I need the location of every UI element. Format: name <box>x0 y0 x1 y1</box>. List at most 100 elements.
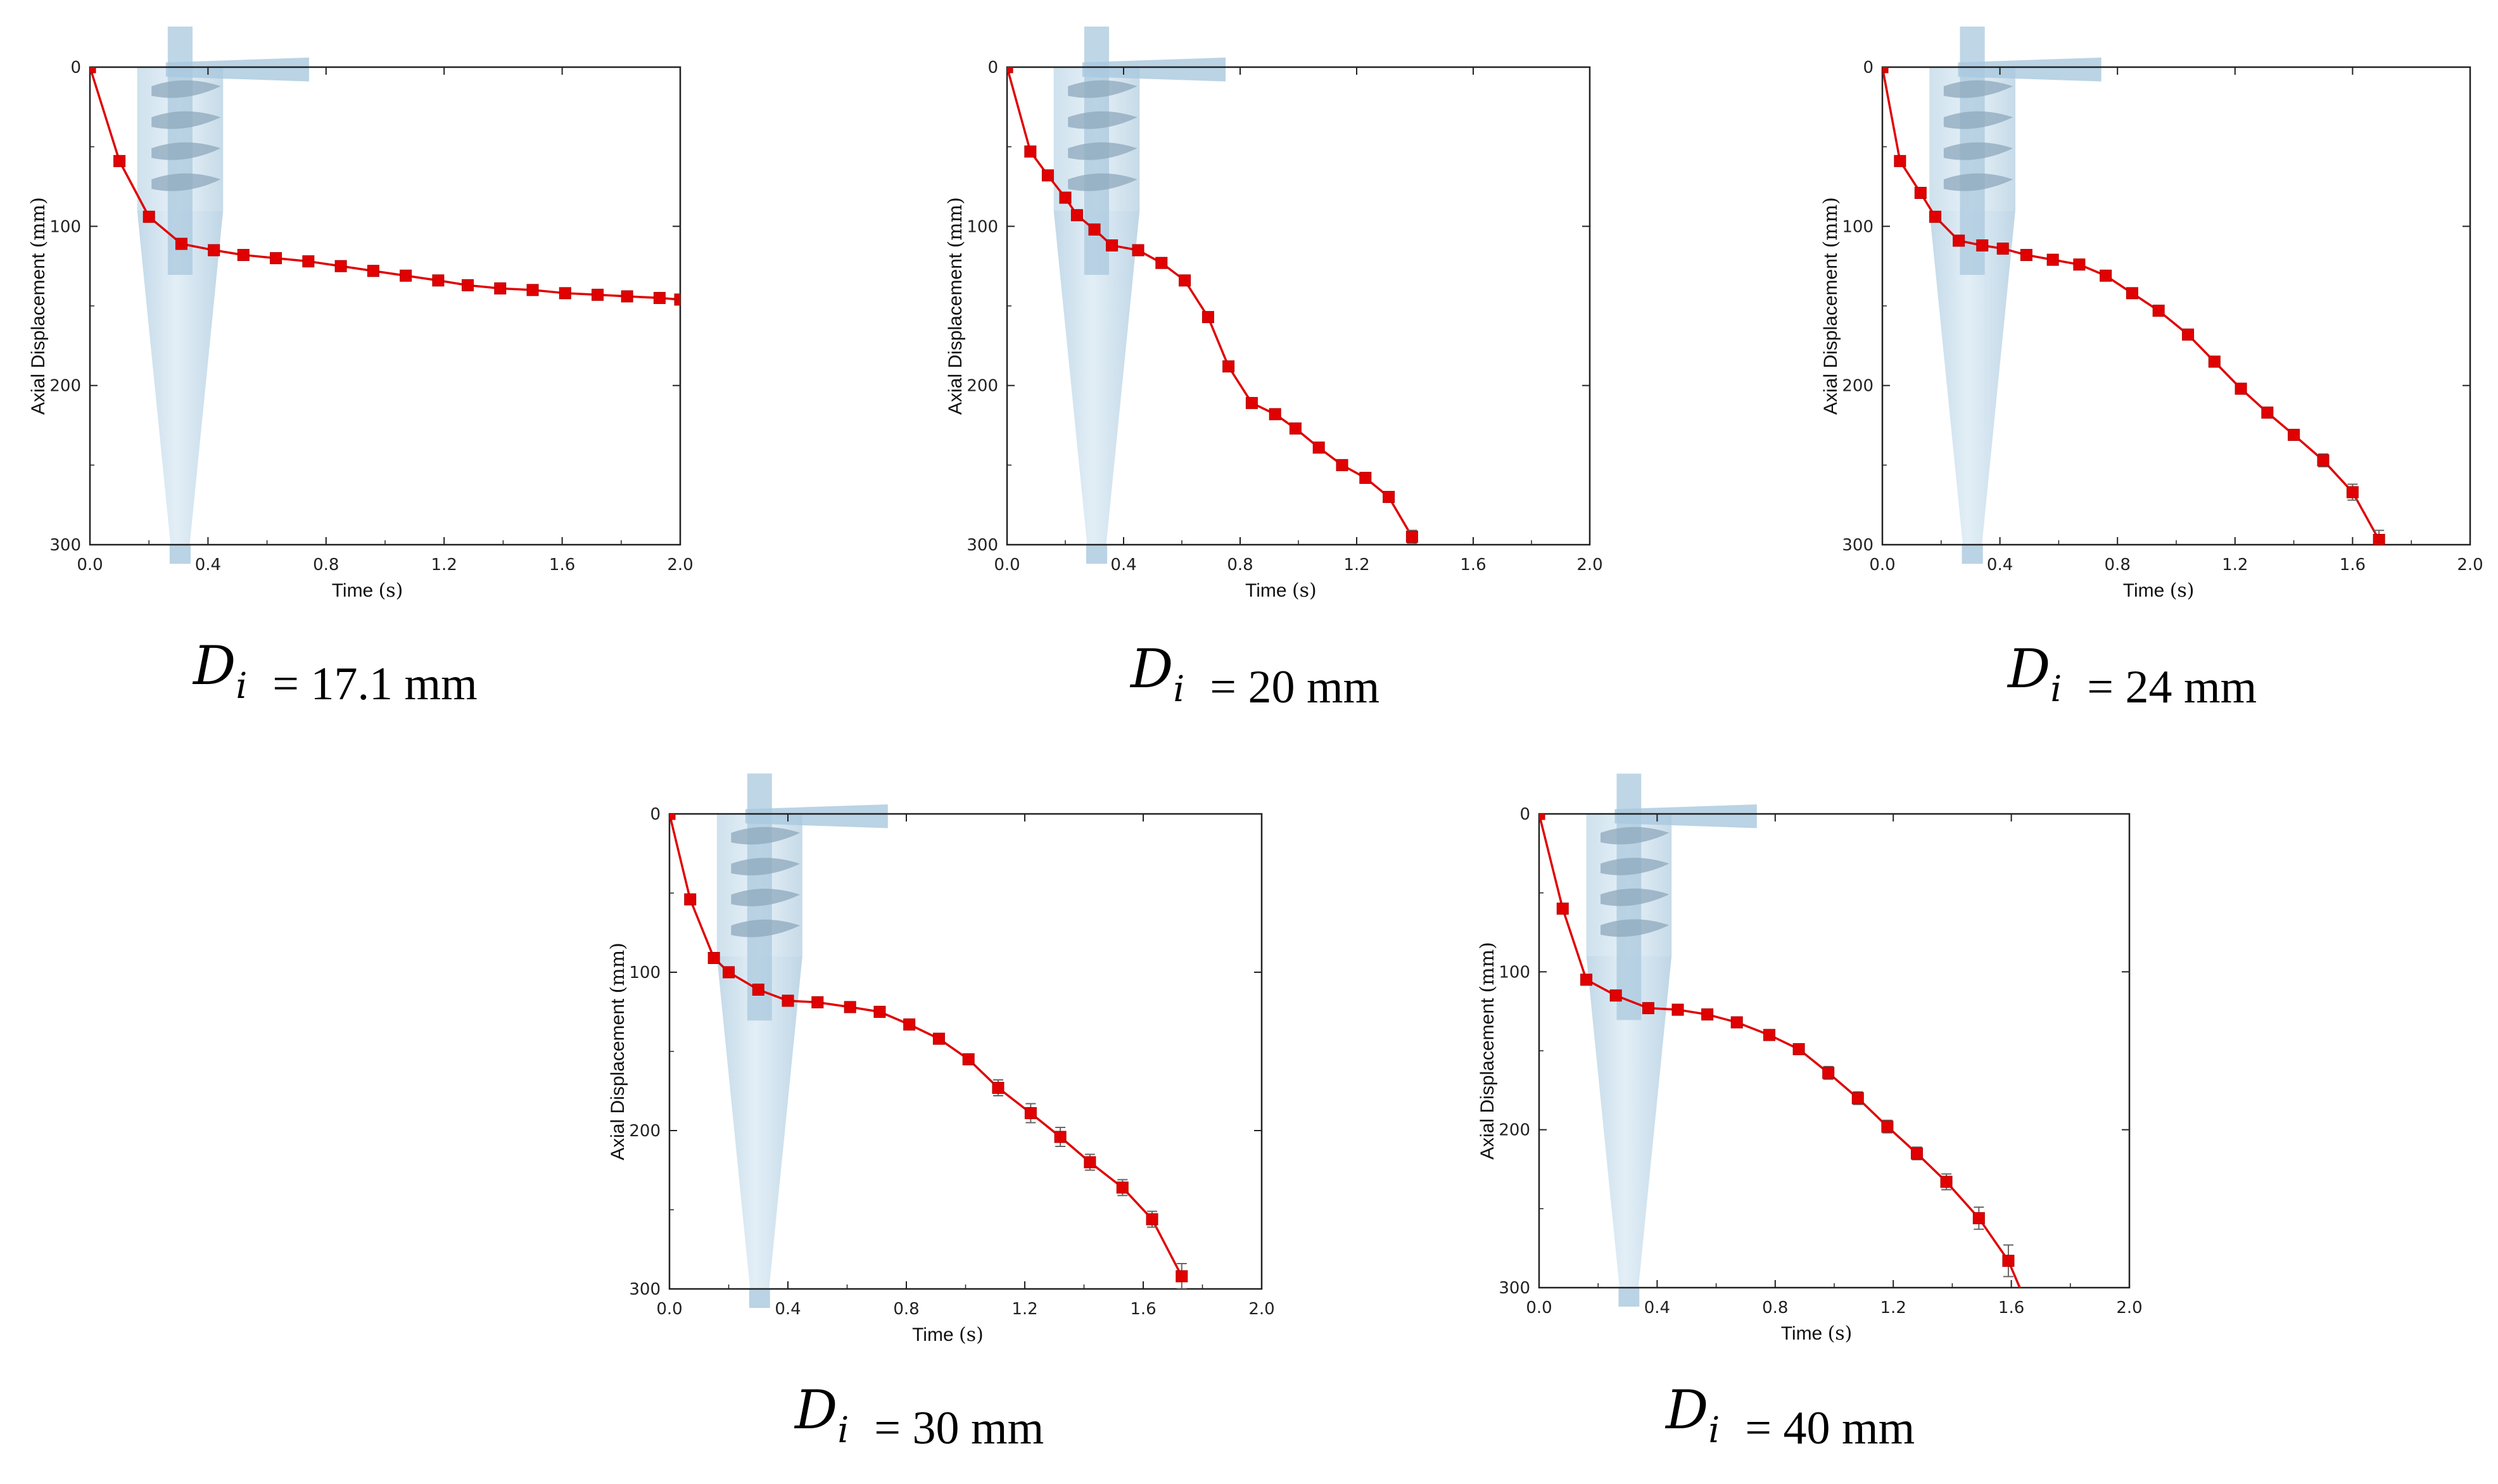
y-tick-label: 200 <box>1499 1121 1530 1140</box>
chart-panel-2: 0.0 0.4 0.8 1.2 1.6 2.0 0 100 200 300 Time (s) Axia… <box>944 26 1603 713</box>
x-tick-label: 1.6 <box>1460 555 1486 574</box>
y-tick-label: 300 <box>1842 536 1874 555</box>
y-tick-label: 300 <box>967 536 998 555</box>
y-tick-label: 200 <box>1842 377 1874 396</box>
y-tick-label: 0 <box>1519 805 1530 824</box>
y-axis-label-unit: (mm) <box>1820 197 1842 248</box>
x-axis-label-unit: (s) <box>959 1324 984 1346</box>
data-point <box>90 67 96 73</box>
caption-symbol: D <box>794 1379 837 1441</box>
data-point <box>2317 454 2330 467</box>
x-tick-label: 2.0 <box>2116 1298 2142 1317</box>
y-tick-label: 200 <box>967 377 998 396</box>
data-point <box>559 287 571 300</box>
x-axis-label-text: Time <box>332 580 379 601</box>
data-point <box>1007 67 1013 73</box>
x-tick-label: 1.6 <box>1998 1298 2024 1317</box>
x-axis-label: Time (s) <box>332 580 403 602</box>
data-point <box>1245 396 1258 409</box>
panel-caption: Di = 20 mm <box>1129 638 1379 713</box>
caption-value: = 40 mm <box>1745 1402 1915 1454</box>
data-point <box>1822 1067 1835 1079</box>
y-axis-label: Axial Displacement (mm) <box>607 942 629 1160</box>
data-point <box>1336 459 1348 471</box>
x-tick-label: 1.6 <box>2340 555 2366 574</box>
x-tick-label: 2.0 <box>1576 555 1602 574</box>
data-point <box>1289 422 1302 435</box>
data-point <box>2073 258 2086 271</box>
x-axis-label: Time (s) <box>1245 580 1317 602</box>
y-tick-label: 100 <box>1499 963 1530 982</box>
caption-subscript: i <box>236 666 247 707</box>
data-point <box>1146 1213 1158 1226</box>
x-tick-label: 0.4 <box>775 1300 801 1319</box>
x-tick-label: 0.8 <box>893 1300 919 1319</box>
caption-subscript: i <box>837 1410 849 1451</box>
panel-caption: Di = 17.1 mm <box>192 635 478 710</box>
caption-symbol: D <box>2007 638 2050 700</box>
data-point <box>2002 1255 2015 1267</box>
data-point <box>782 994 794 1007</box>
data-point <box>2261 406 2274 419</box>
caption-symbol: D <box>1129 638 1173 700</box>
cyclone-illustration <box>137 26 309 564</box>
caption-value: = 24 mm <box>2087 661 2257 713</box>
data-point <box>1953 234 1965 247</box>
data-point <box>1882 67 1889 73</box>
y-axis-label-text: Axial Displacement <box>607 993 628 1160</box>
data-point <box>992 1082 1005 1094</box>
x-tick-label: 0.4 <box>1644 1298 1670 1317</box>
x-tick-label: 0.8 <box>1227 555 1253 574</box>
x-tick-label: 2.0 <box>1248 1300 1274 1319</box>
data-point <box>1701 1008 1714 1021</box>
x-axis-label: Time (s) <box>2123 580 2195 602</box>
y-tick-label: 300 <box>49 536 81 555</box>
data-point <box>494 282 507 295</box>
x-tick-label: 1.6 <box>1130 1300 1156 1319</box>
data-point <box>1059 191 1072 204</box>
y-tick-label: 0 <box>70 58 81 77</box>
y-tick-label: 100 <box>1842 217 1874 236</box>
chart-panel-5: 0.0 0.4 0.8 1.2 1.6 2.0 0 100 200 300 Time (s) Axia… <box>1476 773 2143 1454</box>
data-point <box>1929 210 1942 223</box>
data-point <box>1383 491 1395 504</box>
data-point <box>367 265 379 277</box>
y-tick-label: 100 <box>49 217 81 236</box>
data-point <box>1179 274 1191 287</box>
panel-caption: Di = 24 mm <box>2007 638 2257 713</box>
data-point <box>2373 533 2385 545</box>
data-point <box>237 249 250 262</box>
y-axis-label: Axial Displacement (mm) <box>1476 942 1499 1160</box>
data-point <box>811 996 824 1008</box>
data-point <box>1539 814 1545 820</box>
y-axis-label-unit: (mm) <box>607 942 629 993</box>
data-point <box>2346 486 2359 498</box>
data-series <box>1007 67 1418 544</box>
x-axis-label-unit: (s) <box>1828 1322 1853 1345</box>
data-point <box>1201 311 1214 324</box>
x-axis-label: Time (s) <box>912 1324 984 1346</box>
x-tick-label: 1.2 <box>431 555 457 574</box>
caption-subscript: i <box>1708 1410 1720 1451</box>
cyclone-illustration <box>716 773 888 1308</box>
x-axis-label-text: Time <box>2123 580 2170 601</box>
data-point <box>1940 1176 1953 1188</box>
x-tick-label: 0.4 <box>195 555 221 574</box>
data-point <box>2126 287 2138 300</box>
data-point <box>2100 269 2112 282</box>
data-point <box>723 966 735 979</box>
data-series <box>90 67 680 306</box>
data-point <box>621 290 633 303</box>
x-tick-label: 0.0 <box>1869 555 1895 574</box>
data-point <box>270 252 282 265</box>
data-point <box>1312 441 1325 454</box>
data-point <box>175 238 187 250</box>
x-tick-label: 0.8 <box>313 555 339 574</box>
x-tick-label: 0.0 <box>77 555 103 574</box>
data-point <box>1024 1107 1037 1119</box>
data-point <box>302 255 315 268</box>
data-point <box>1763 1029 1775 1041</box>
data-point <box>2020 249 2032 262</box>
data-point <box>2235 383 2247 395</box>
